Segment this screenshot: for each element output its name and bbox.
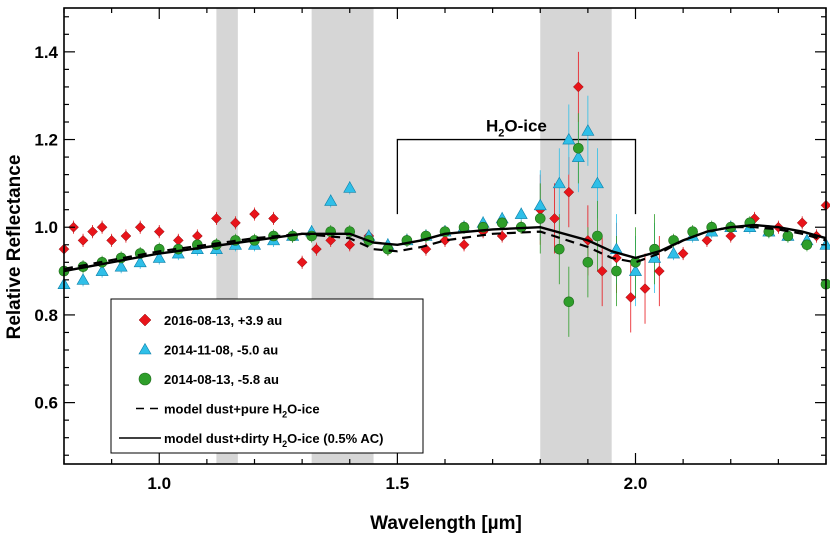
data-point-diamond xyxy=(77,235,89,246)
data-point-circle xyxy=(534,213,546,224)
data-point-triangle xyxy=(324,194,338,206)
data-point-diamond xyxy=(106,235,117,246)
data-point-diamond xyxy=(325,235,337,246)
legend-marker-triangle xyxy=(138,342,152,355)
legend-label: 2014-11-08, -5.0 au xyxy=(164,343,278,358)
data-point-diamond xyxy=(549,213,560,224)
legend-marker-diamond xyxy=(138,313,152,327)
legend: 2016-08-13, +3.9 au 2014-11-08, -5.0 au 20… xyxy=(110,298,424,454)
model-dirty-ice-line xyxy=(63,223,827,273)
data-point-diamond xyxy=(439,235,451,246)
data-point-triangle xyxy=(76,273,90,285)
legend-marker-circle xyxy=(138,372,152,386)
legend-label: 2016-08-13, +3.9 au xyxy=(164,313,282,328)
data-point-triangle xyxy=(562,132,576,145)
x-tick-label: 1.5 xyxy=(386,474,410,493)
y-axis-label: Relative Reflectance xyxy=(4,155,25,340)
data-point-diamond xyxy=(249,208,260,220)
data-point-circle xyxy=(553,243,565,255)
data-point-circle xyxy=(611,265,622,277)
data-point-triangle xyxy=(571,150,585,162)
data-point-diamond xyxy=(296,256,308,268)
annotation-bracket xyxy=(396,138,637,215)
annotation-suffix: O-ice xyxy=(504,117,547,136)
data-point-triangle xyxy=(628,264,643,276)
y-tick-label: 0.8 xyxy=(34,306,58,325)
data-point-circle xyxy=(782,230,794,242)
y-tick-label: 1.2 xyxy=(34,131,58,150)
annotation-label: H2O-ice xyxy=(486,117,547,140)
legend-label: 2014-08-13, -5.8 au xyxy=(164,372,279,387)
legend-box xyxy=(110,298,424,454)
data-point-triangle xyxy=(552,176,566,189)
data-point-diamond xyxy=(596,265,608,277)
data-point-diamond xyxy=(268,213,279,224)
data-point-diamond xyxy=(796,217,808,229)
data-point-diamond xyxy=(134,221,146,233)
data-point-diamond xyxy=(211,213,222,224)
axis-ticks: 1.0 1.5 2.0 0.6 0.8 1.0 1.2 1.4 xyxy=(34,8,827,493)
data-point-diamond xyxy=(625,292,637,303)
data-point-circle xyxy=(582,257,594,268)
data-point-diamond xyxy=(611,252,622,264)
x-tick-label: 2.0 xyxy=(624,474,648,493)
data-point-circle xyxy=(573,143,584,154)
error-bars xyxy=(63,51,827,337)
data-point-triangle xyxy=(114,260,128,272)
data-point-triangle xyxy=(133,255,147,268)
data-point-triangle xyxy=(152,251,166,263)
data-markers xyxy=(57,81,830,308)
annotation-sub: 2 xyxy=(498,128,504,140)
y-tick-label: 1.4 xyxy=(34,43,58,62)
data-point-diamond xyxy=(87,226,98,237)
data-point-circle xyxy=(563,296,575,308)
data-point-circle xyxy=(325,226,337,237)
h2o-ice-annotation: H2O-ice xyxy=(396,117,637,215)
data-point-diamond xyxy=(311,243,322,255)
data-point-triangle xyxy=(343,181,357,193)
data-point-diamond xyxy=(653,265,665,277)
data-point-diamond xyxy=(344,239,356,251)
data-point-triangle xyxy=(514,207,528,219)
data-point-diamond xyxy=(677,248,689,259)
x-tick-label: 1.0 xyxy=(147,474,171,493)
data-point-triangle xyxy=(667,246,681,259)
data-point-diamond xyxy=(572,81,584,93)
data-point-circle xyxy=(801,239,813,251)
data-point-circle xyxy=(496,217,508,229)
data-point-diamond xyxy=(96,221,108,233)
data-point-triangle xyxy=(533,198,547,211)
y-tick-label: 0.6 xyxy=(34,394,58,413)
data-point-circle xyxy=(592,230,603,242)
data-point-diamond xyxy=(725,230,737,242)
annotation-prefix: H xyxy=(486,117,498,136)
data-point-diamond xyxy=(639,283,651,294)
data-point-circle xyxy=(382,243,394,255)
y-tick-label: 1.0 xyxy=(34,218,58,237)
data-point-diamond xyxy=(120,230,132,242)
legend-label: model dust+pure H2O-ice xyxy=(164,402,320,420)
model-curves xyxy=(63,223,827,273)
data-point-triangle xyxy=(581,124,595,136)
data-point-diamond xyxy=(153,226,165,237)
data-point-diamond xyxy=(701,235,713,246)
x-axis-label: Wavelength [µm] xyxy=(370,513,522,534)
data-point-diamond xyxy=(230,217,241,229)
data-point-triangle xyxy=(590,176,604,189)
data-point-triangle xyxy=(95,264,109,276)
data-point-circle xyxy=(306,230,317,242)
data-point-diamond xyxy=(563,186,575,198)
legend-label: model dust+dirty H2O-ice (0.5% AC) xyxy=(164,431,383,449)
data-point-diamond xyxy=(458,239,470,251)
